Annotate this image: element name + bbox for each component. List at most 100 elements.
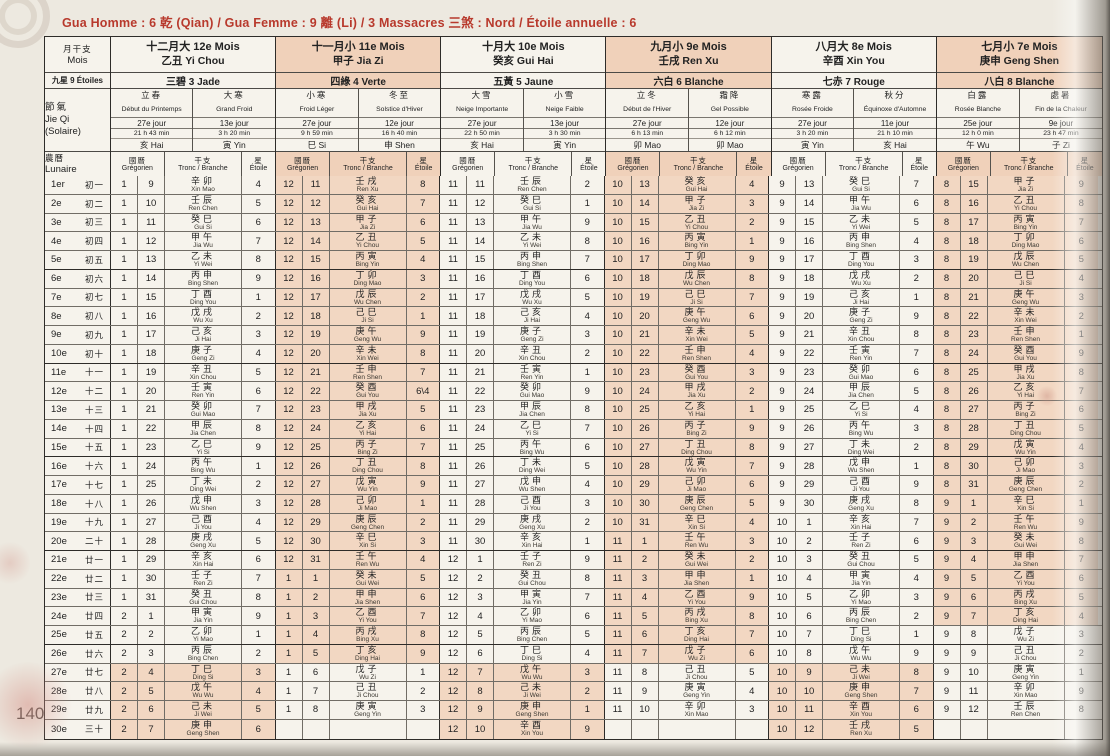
- stem-branch-cell: 甲辰 Jia Chen: [165, 419, 242, 438]
- gregorian-day-cell: 18: [467, 307, 494, 325]
- gregorian-month-cell: 9: [769, 476, 796, 494]
- stem-branch-pinyin: Xin Si: [359, 542, 376, 550]
- lunar-day-ordinal: 11e: [51, 366, 67, 378]
- subheader-etoile-hanzi: 星: [749, 155, 759, 165]
- stem-branch-cell: 丁巳 Ding Si: [494, 644, 571, 663]
- gregorian-month-cell: 9: [933, 532, 961, 550]
- star-cell: 4: [735, 513, 769, 532]
- jieqi-cell: 秋分 Équinoxe d'Automne 11e jour 21 h 10 min 亥…: [854, 89, 936, 151]
- gregorian-day-cell: 24: [796, 382, 823, 400]
- stem-branch-hanzi: 癸卯: [190, 401, 215, 412]
- stem-branch-cell: 甲子 Jia Zi: [658, 194, 736, 213]
- stem-branch-cell: [659, 719, 736, 739]
- star-cell: 6: [242, 719, 276, 739]
- gregorian-day-cell: 11: [961, 682, 988, 700]
- stem-branch-hanzi: 丁卯: [1013, 232, 1038, 243]
- gregorian-month-cell: 11: [605, 663, 632, 682]
- gregorian-day-cell: 12: [138, 232, 165, 250]
- jieqi-cell: 大寒 Grand Froid 13e jour 3 h 20 min 寅 Yin: [193, 89, 276, 151]
- stem-branch-cell: 辛亥 Xin Hai: [823, 513, 900, 532]
- jieqi-cell: 白露 Rosée Blanche 25e jour 12 h 0 min 午 Wu: [936, 89, 1020, 151]
- stem-branch-hanzi: 庚申: [190, 720, 215, 731]
- gregorian-day-cell: 28: [138, 532, 165, 550]
- stem-branch-cell: 戊辰 Wu Chen: [329, 288, 407, 307]
- gregorian-day-cell: 9: [796, 663, 823, 682]
- lunar-day-ordinal: 2e: [51, 198, 62, 210]
- stem-branch-hanzi: 戊子: [684, 644, 709, 655]
- month-star: 三碧 3 Jade: [110, 73, 276, 89]
- gregorian-day-cell: 5: [796, 588, 823, 607]
- star-cell: 4: [242, 176, 276, 194]
- gregorian-day-cell: 30: [302, 532, 330, 550]
- stem-branch-hanzi: 癸亥: [355, 194, 380, 205]
- gregorian-month-cell: 8: [933, 363, 961, 382]
- stem-branch-hanzi: 壬午: [1013, 513, 1038, 524]
- subheader-gregorien-hanzi: 國曆: [459, 155, 477, 165]
- stem-branch-pinyin: Ding Si: [521, 654, 543, 662]
- gregorian-month-cell: 9: [769, 194, 796, 213]
- stem-branch-pinyin: Ding Wei: [189, 486, 217, 494]
- stem-branch-hanzi: 壬寅: [190, 382, 215, 393]
- lunar-day-ordinal: 13e: [51, 404, 67, 416]
- stem-branch-pinyin: Ding Chou: [1010, 429, 1041, 437]
- gregorian-day-cell: 13: [467, 213, 494, 232]
- stem-branch-cell: 庚辰 Geng Chen: [329, 513, 407, 532]
- stem-branch-hanzi: 丁巳: [519, 644, 544, 655]
- gregorian-month-cell: 1: [111, 569, 138, 588]
- star-cell: 3: [735, 532, 769, 550]
- jieqi-block: 寒露 Rosée Froide 27e jour 3 h 20 min 寅 Yin 秋分 É…: [771, 89, 936, 152]
- stem-branch-hanzi: 辛亥: [190, 551, 215, 562]
- stem-branch-hanzi: 辛巳: [355, 532, 380, 543]
- gregorian-month-cell: 9: [934, 682, 961, 700]
- legend-mois: 月干支 Mois: [45, 37, 110, 73]
- lunar-day-hanzi: 廿五: [84, 629, 104, 640]
- stem-branch-hanzi: 己巳: [1013, 269, 1038, 280]
- stem-branch-pinyin: Geng Zi: [191, 354, 215, 362]
- gregorian-month-cell: 1: [111, 176, 138, 194]
- gregorian-day-cell: 15: [302, 251, 330, 269]
- lunar-day-label: 18e 十八: [45, 494, 111, 513]
- gregorian-month-cell: 9: [769, 213, 796, 232]
- gregorian-day-cell: 21: [796, 326, 823, 344]
- star-cell: 8: [406, 626, 440, 644]
- subheader-ganzhi: 干支 Tronc / Branche: [660, 152, 738, 176]
- gregorian-day-cell: 8: [303, 701, 330, 719]
- gregorian-month-cell: 9: [769, 401, 796, 419]
- gregorian-day-cell: 31: [631, 513, 659, 532]
- star-cell: 9: [406, 326, 440, 344]
- stem-branch-pinyin: Bing Shen: [846, 242, 876, 250]
- stem-branch-pinyin: Yi Si: [525, 429, 539, 437]
- stem-branch-cell: 癸丑 Gui Chou: [494, 569, 571, 588]
- jieqi-day: 27e jour: [441, 118, 523, 129]
- jieqi-hanzi: 立冬: [636, 90, 658, 100]
- gregorian-day-cell: 20: [796, 307, 823, 325]
- month-column-header: 九月小 9e Mois 壬戌 Ren Xu 六白 6 Blanche 立冬 Début …: [606, 37, 772, 176]
- stem-branch-pinyin: Gui Hai: [356, 204, 379, 212]
- lunar-day-hanzi: 初四: [84, 236, 104, 247]
- star-cell: 5: [900, 551, 934, 569]
- stem-branch-hanzi: 壬辰: [1013, 701, 1038, 712]
- stem-branch-cell: 壬寅 Ren Yin: [494, 363, 571, 382]
- star-cell: 4: [242, 513, 276, 532]
- stem-branch-hanzi: 丁亥: [684, 626, 709, 637]
- gregorian-month-cell: 11: [440, 476, 467, 494]
- jieqi-day: 27e jour: [771, 118, 854, 129]
- star-cell: 2: [571, 682, 605, 700]
- stem-branch-cell: 辛丑 Xin Chou: [494, 344, 571, 363]
- gregorian-day-cell: 24: [302, 419, 330, 438]
- gregorian-day-cell: 3: [631, 569, 659, 588]
- star-cell: 2: [900, 607, 934, 625]
- stem-branch-cell: 丁丑 Ding Chou: [658, 438, 736, 457]
- stem-branch-cell: 丙午 Bing Wu: [823, 419, 900, 438]
- stem-branch-hanzi: 丙寅: [684, 232, 709, 243]
- stem-branch-pinyin: Ji You: [194, 523, 212, 531]
- stem-branch-cell: 己酉 Ji You: [823, 476, 900, 494]
- lunar-day-label: 16e 十六: [45, 457, 111, 475]
- month-name-block: 九月小 9e Mois 壬戌 Ren Xu: [606, 37, 771, 73]
- gregorian-month-cell: 10: [769, 663, 796, 682]
- stem-branch-pinyin: Jia Chen: [848, 392, 874, 400]
- star-cell: 6: [900, 363, 934, 382]
- subheader-etoile-fr: Étoile: [910, 164, 928, 172]
